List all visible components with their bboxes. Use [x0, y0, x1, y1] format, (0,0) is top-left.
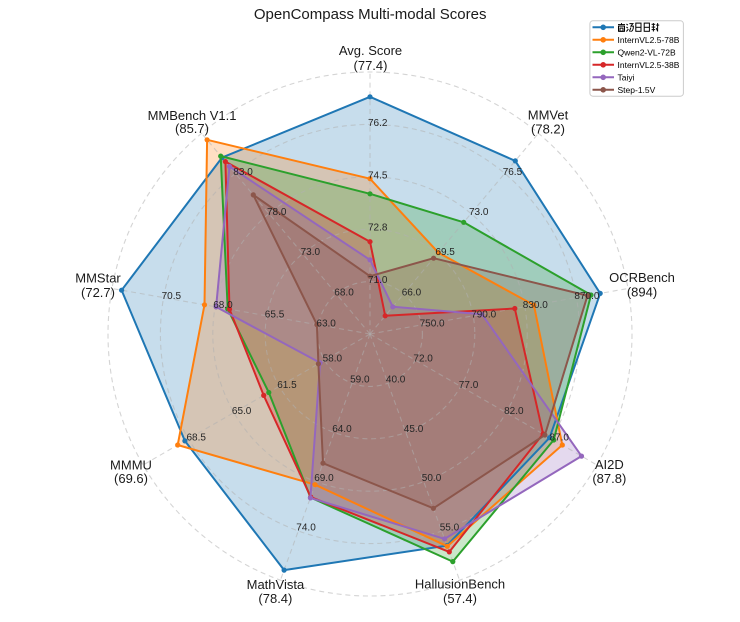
- svg-text:(72.7): (72.7): [81, 285, 115, 300]
- svg-text:750.0: 750.0: [420, 318, 445, 329]
- svg-text:Avg. Score: Avg. Score: [339, 43, 402, 58]
- svg-text:OpenCompass Multi-modal Scores: OpenCompass Multi-modal Scores: [254, 6, 487, 23]
- svg-text:77.0: 77.0: [459, 380, 479, 391]
- svg-text:MMMU: MMMU: [110, 458, 152, 473]
- svg-text:66.0: 66.0: [402, 287, 422, 298]
- svg-text:71.0: 71.0: [368, 275, 388, 286]
- svg-text:68.0: 68.0: [213, 300, 233, 311]
- svg-text:69.5: 69.5: [435, 247, 455, 258]
- svg-text:76.2: 76.2: [368, 118, 388, 129]
- svg-text:MMStar: MMStar: [75, 271, 121, 286]
- svg-text:58.0: 58.0: [323, 354, 343, 365]
- svg-text:68.0: 68.0: [334, 287, 354, 298]
- svg-text:(85.7): (85.7): [175, 121, 209, 136]
- svg-text:790.0: 790.0: [471, 309, 496, 320]
- svg-text:(78.2): (78.2): [531, 121, 565, 136]
- svg-text:70.5: 70.5: [162, 291, 182, 302]
- svg-text:65.5: 65.5: [265, 309, 285, 320]
- svg-text:40.0: 40.0: [386, 375, 406, 386]
- svg-text:(57.4): (57.4): [443, 591, 477, 606]
- svg-text:870.0: 870.0: [574, 291, 599, 302]
- svg-text:OCRBench: OCRBench: [609, 270, 675, 285]
- svg-text:830.0: 830.0: [523, 300, 548, 311]
- svg-text:73.0: 73.0: [301, 247, 321, 258]
- svg-text:MMBench V1.1: MMBench V1.1: [148, 108, 237, 123]
- svg-text:61.5: 61.5: [277, 380, 297, 391]
- svg-text:59.0: 59.0: [350, 375, 370, 386]
- svg-text:Taiyi: Taiyi: [618, 72, 635, 82]
- svg-text:55.0: 55.0: [440, 523, 460, 534]
- svg-text:74.0: 74.0: [296, 523, 316, 534]
- svg-text:83.0: 83.0: [233, 167, 253, 178]
- svg-text:76.5: 76.5: [503, 167, 523, 178]
- svg-text:InternVL2.5-38B: InternVL2.5-38B: [618, 60, 680, 70]
- svg-text:87.0: 87.0: [550, 432, 570, 443]
- svg-text:65.0: 65.0: [232, 406, 252, 417]
- svg-text:63.0: 63.0: [316, 318, 336, 329]
- svg-text:74.5: 74.5: [368, 170, 388, 181]
- svg-text:72.0: 72.0: [413, 354, 433, 365]
- svg-text:(78.4): (78.4): [258, 591, 292, 606]
- svg-text:HallusionBench: HallusionBench: [415, 577, 505, 592]
- svg-text:45.0: 45.0: [404, 424, 424, 435]
- svg-text:Step-1.5V: Step-1.5V: [618, 85, 656, 95]
- svg-text:78.0: 78.0: [267, 207, 287, 218]
- svg-text:AI2D: AI2D: [595, 457, 624, 472]
- svg-text:82.0: 82.0: [504, 406, 524, 417]
- svg-text:64.0: 64.0: [332, 424, 352, 435]
- svg-text:(894): (894): [627, 285, 657, 300]
- svg-text:68.5: 68.5: [187, 432, 207, 443]
- svg-text:MMVet: MMVet: [528, 107, 569, 122]
- svg-text:Qwen2-VL-72B: Qwen2-VL-72B: [618, 47, 676, 57]
- svg-text:69.0: 69.0: [314, 473, 334, 484]
- svg-text:(77.4): (77.4): [354, 58, 388, 73]
- svg-text:72.8: 72.8: [368, 223, 388, 234]
- svg-text:InternVL2.5-78B: InternVL2.5-78B: [618, 35, 680, 45]
- svg-text:(69.6): (69.6): [114, 471, 148, 486]
- svg-text:(87.8): (87.8): [592, 471, 626, 486]
- svg-text:MathVista: MathVista: [247, 577, 305, 592]
- svg-text:50.0: 50.0: [422, 473, 442, 484]
- svg-text:73.0: 73.0: [469, 207, 489, 218]
